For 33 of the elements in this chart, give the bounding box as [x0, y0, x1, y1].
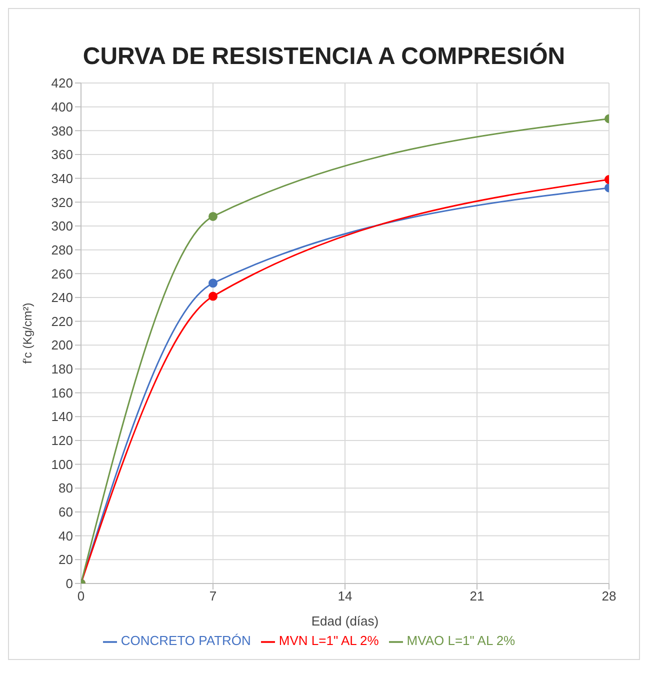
legend-label: MVAO L=1" AL 2%	[406, 633, 516, 648]
x-tick-label: 21	[470, 588, 484, 604]
y-tick-label: 360	[51, 147, 73, 162]
y-tick-label: 40	[58, 528, 73, 544]
x-tick-label: 14	[338, 588, 352, 604]
y-tick-label: 140	[51, 409, 73, 424]
x-tick-label: 28	[602, 588, 616, 604]
x-axis-title: Edad (días)	[311, 613, 379, 628]
y-tick-label: 260	[51, 266, 73, 282]
y-tick-label: 60	[58, 504, 73, 520]
y-axis-title: f'c (Kg/cm²)	[20, 302, 34, 364]
y-tick-label: 220	[51, 314, 73, 329]
y-tick-label: 400	[51, 99, 73, 114]
x-tick-label: 7	[209, 588, 217, 604]
y-tick-label: 300	[51, 218, 73, 234]
y-tick-label: 100	[51, 456, 73, 472]
y-tick-label: 280	[51, 242, 73, 258]
chart-title: CURVA DE RESISTENCIA A COMPRESIÓN	[82, 42, 566, 72]
y-tick-label: 180	[51, 362, 73, 377]
x-tick-label: 0	[77, 588, 85, 604]
y-tick-label: 80	[58, 480, 73, 496]
y-tick-label: 0	[66, 576, 73, 592]
y-tick-label: 20	[58, 552, 73, 568]
y-tick-label: 120	[51, 433, 73, 448]
legend-label: MVN L=1" AL 2%	[278, 633, 379, 648]
y-tick-label: 200	[51, 338, 73, 353]
y-tick-label: 160	[51, 385, 73, 400]
y-tick-label: 340	[51, 170, 73, 186]
y-tick-label: 240	[51, 290, 73, 306]
y-tick-label: 320	[51, 194, 73, 210]
y-tick-label: 380	[51, 123, 73, 138]
y-tick-label: 420	[51, 76, 73, 91]
legend-label: CONCRETO PATRÓN	[120, 633, 251, 648]
